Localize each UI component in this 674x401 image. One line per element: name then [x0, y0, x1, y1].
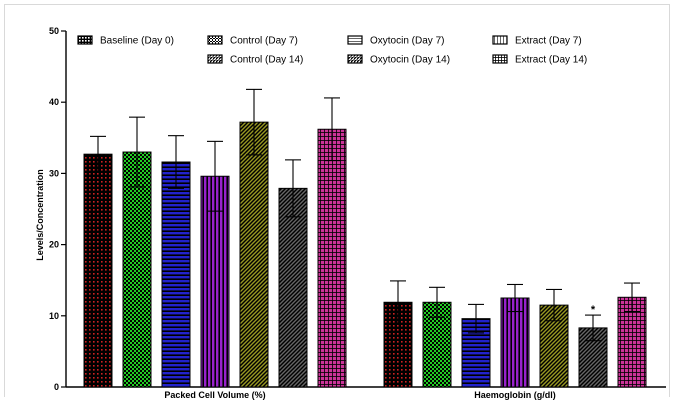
bars-group: *	[83, 88, 647, 388]
legend-label: Extract (Day 14)	[515, 55, 587, 66]
y-tick-label: 10	[49, 311, 59, 321]
y-axis-title: Levels/Concentration	[35, 169, 45, 261]
legend-label: Control (Day 14)	[230, 55, 303, 66]
legend-entry: Control (Day 7)	[207, 35, 298, 47]
legend-swatch	[492, 35, 508, 45]
legend-swatch	[207, 54, 223, 64]
bar	[617, 296, 647, 388]
legend-swatch	[492, 54, 508, 64]
y-tick-label: 0	[54, 382, 59, 392]
legend-label: Oxytocin (Day 7)	[370, 36, 444, 47]
legend-entry: Extract (Day 14)	[492, 54, 587, 66]
legend-swatch	[347, 54, 363, 64]
legend-swatch	[207, 35, 223, 45]
legend-entry: Extract (Day 7)	[492, 35, 582, 47]
bar	[161, 161, 191, 388]
legend-swatch	[347, 35, 363, 45]
bar	[278, 187, 308, 388]
chart-frame	[4, 4, 670, 397]
significance-marker: *	[591, 304, 596, 316]
legend: Baseline (Day 0) Control (Day 7) Oxytocin …	[77, 35, 587, 66]
bar	[83, 153, 113, 388]
legend-entry: Baseline (Day 0)	[77, 35, 174, 47]
bar	[500, 297, 530, 388]
legend-entry: Oxytocin (Day 14)	[347, 54, 450, 66]
legend-entry: Control (Day 14)	[207, 54, 303, 66]
legend-label: Baseline (Day 0)	[100, 36, 174, 47]
legend-label: Extract (Day 7)	[515, 36, 582, 47]
y-tick-label: 20	[49, 240, 59, 250]
x-category-label: Packed Cell Volume (%)	[164, 390, 265, 400]
bar	[122, 151, 152, 388]
y-tick-label: 50	[49, 26, 59, 36]
bar	[317, 128, 347, 388]
legend-swatch	[77, 35, 93, 45]
bar	[239, 121, 269, 388]
x-category-label: Haemoglobin (g/dl)	[474, 390, 556, 400]
y-tick-label: 40	[49, 97, 59, 107]
legend-entry: Oxytocin (Day 7)	[347, 35, 444, 47]
y-tick-label: 30	[49, 168, 59, 178]
x-axis-labels: Packed Cell Volume (%) Haemoglobin (g/dl)	[164, 390, 555, 400]
legend-label: Control (Day 7)	[230, 36, 298, 47]
legend-label: Oxytocin (Day 14)	[370, 55, 450, 66]
